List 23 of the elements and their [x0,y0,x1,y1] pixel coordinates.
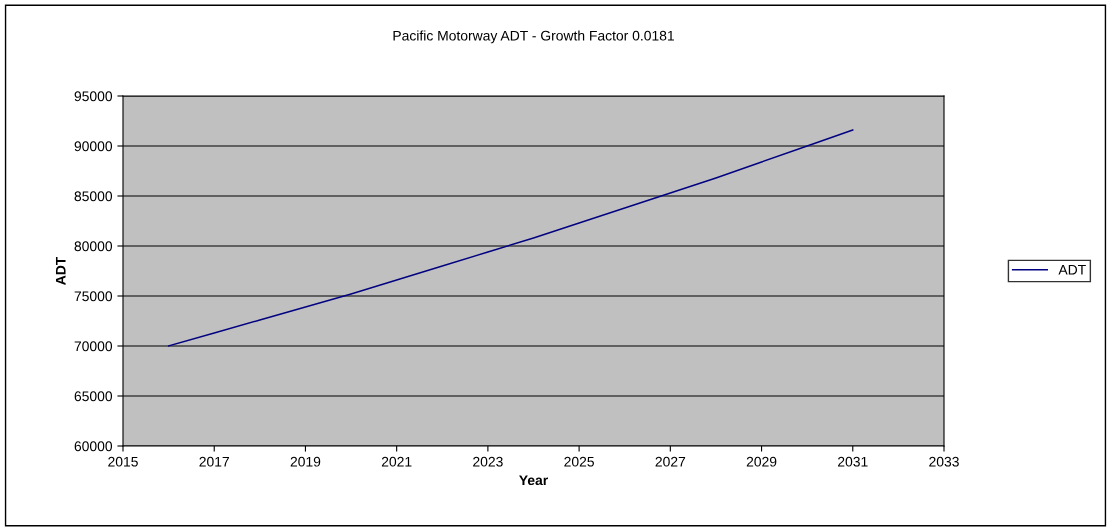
y-tick-label: 75000 [74,291,113,302]
x-tick-label: 2031 [838,456,868,467]
x-tick-label: 2029 [746,456,777,467]
y-tick-label: 95000 [74,91,113,102]
x-tick-label: 2033 [929,456,959,467]
y-tick-label: 60000 [74,441,113,452]
y-axis-title: ADT [55,256,66,285]
x-tick-label: 2015 [108,456,138,467]
y-tick-label: 80000 [74,241,113,252]
x-tick-label: 2025 [564,456,594,467]
y-tick-label: 70000 [74,341,113,352]
x-tick-label: 2019 [290,456,321,467]
x-tick-label: 2027 [655,456,686,467]
x-tick-label: 2017 [199,456,229,467]
x-axis-title: Year [519,475,548,486]
x-tick-label: 2023 [473,456,503,467]
y-tick-label: 90000 [74,141,113,152]
line-series [167,129,854,347]
legend-label: ADT [1058,265,1086,275]
y-tick-label: 65000 [74,391,113,402]
x-tick-label: 2021 [381,456,412,467]
y-tick-label: 85000 [74,191,113,202]
chart-title: Pacific Motorway ADT - Growth Factor 0.0181 [393,30,674,44]
